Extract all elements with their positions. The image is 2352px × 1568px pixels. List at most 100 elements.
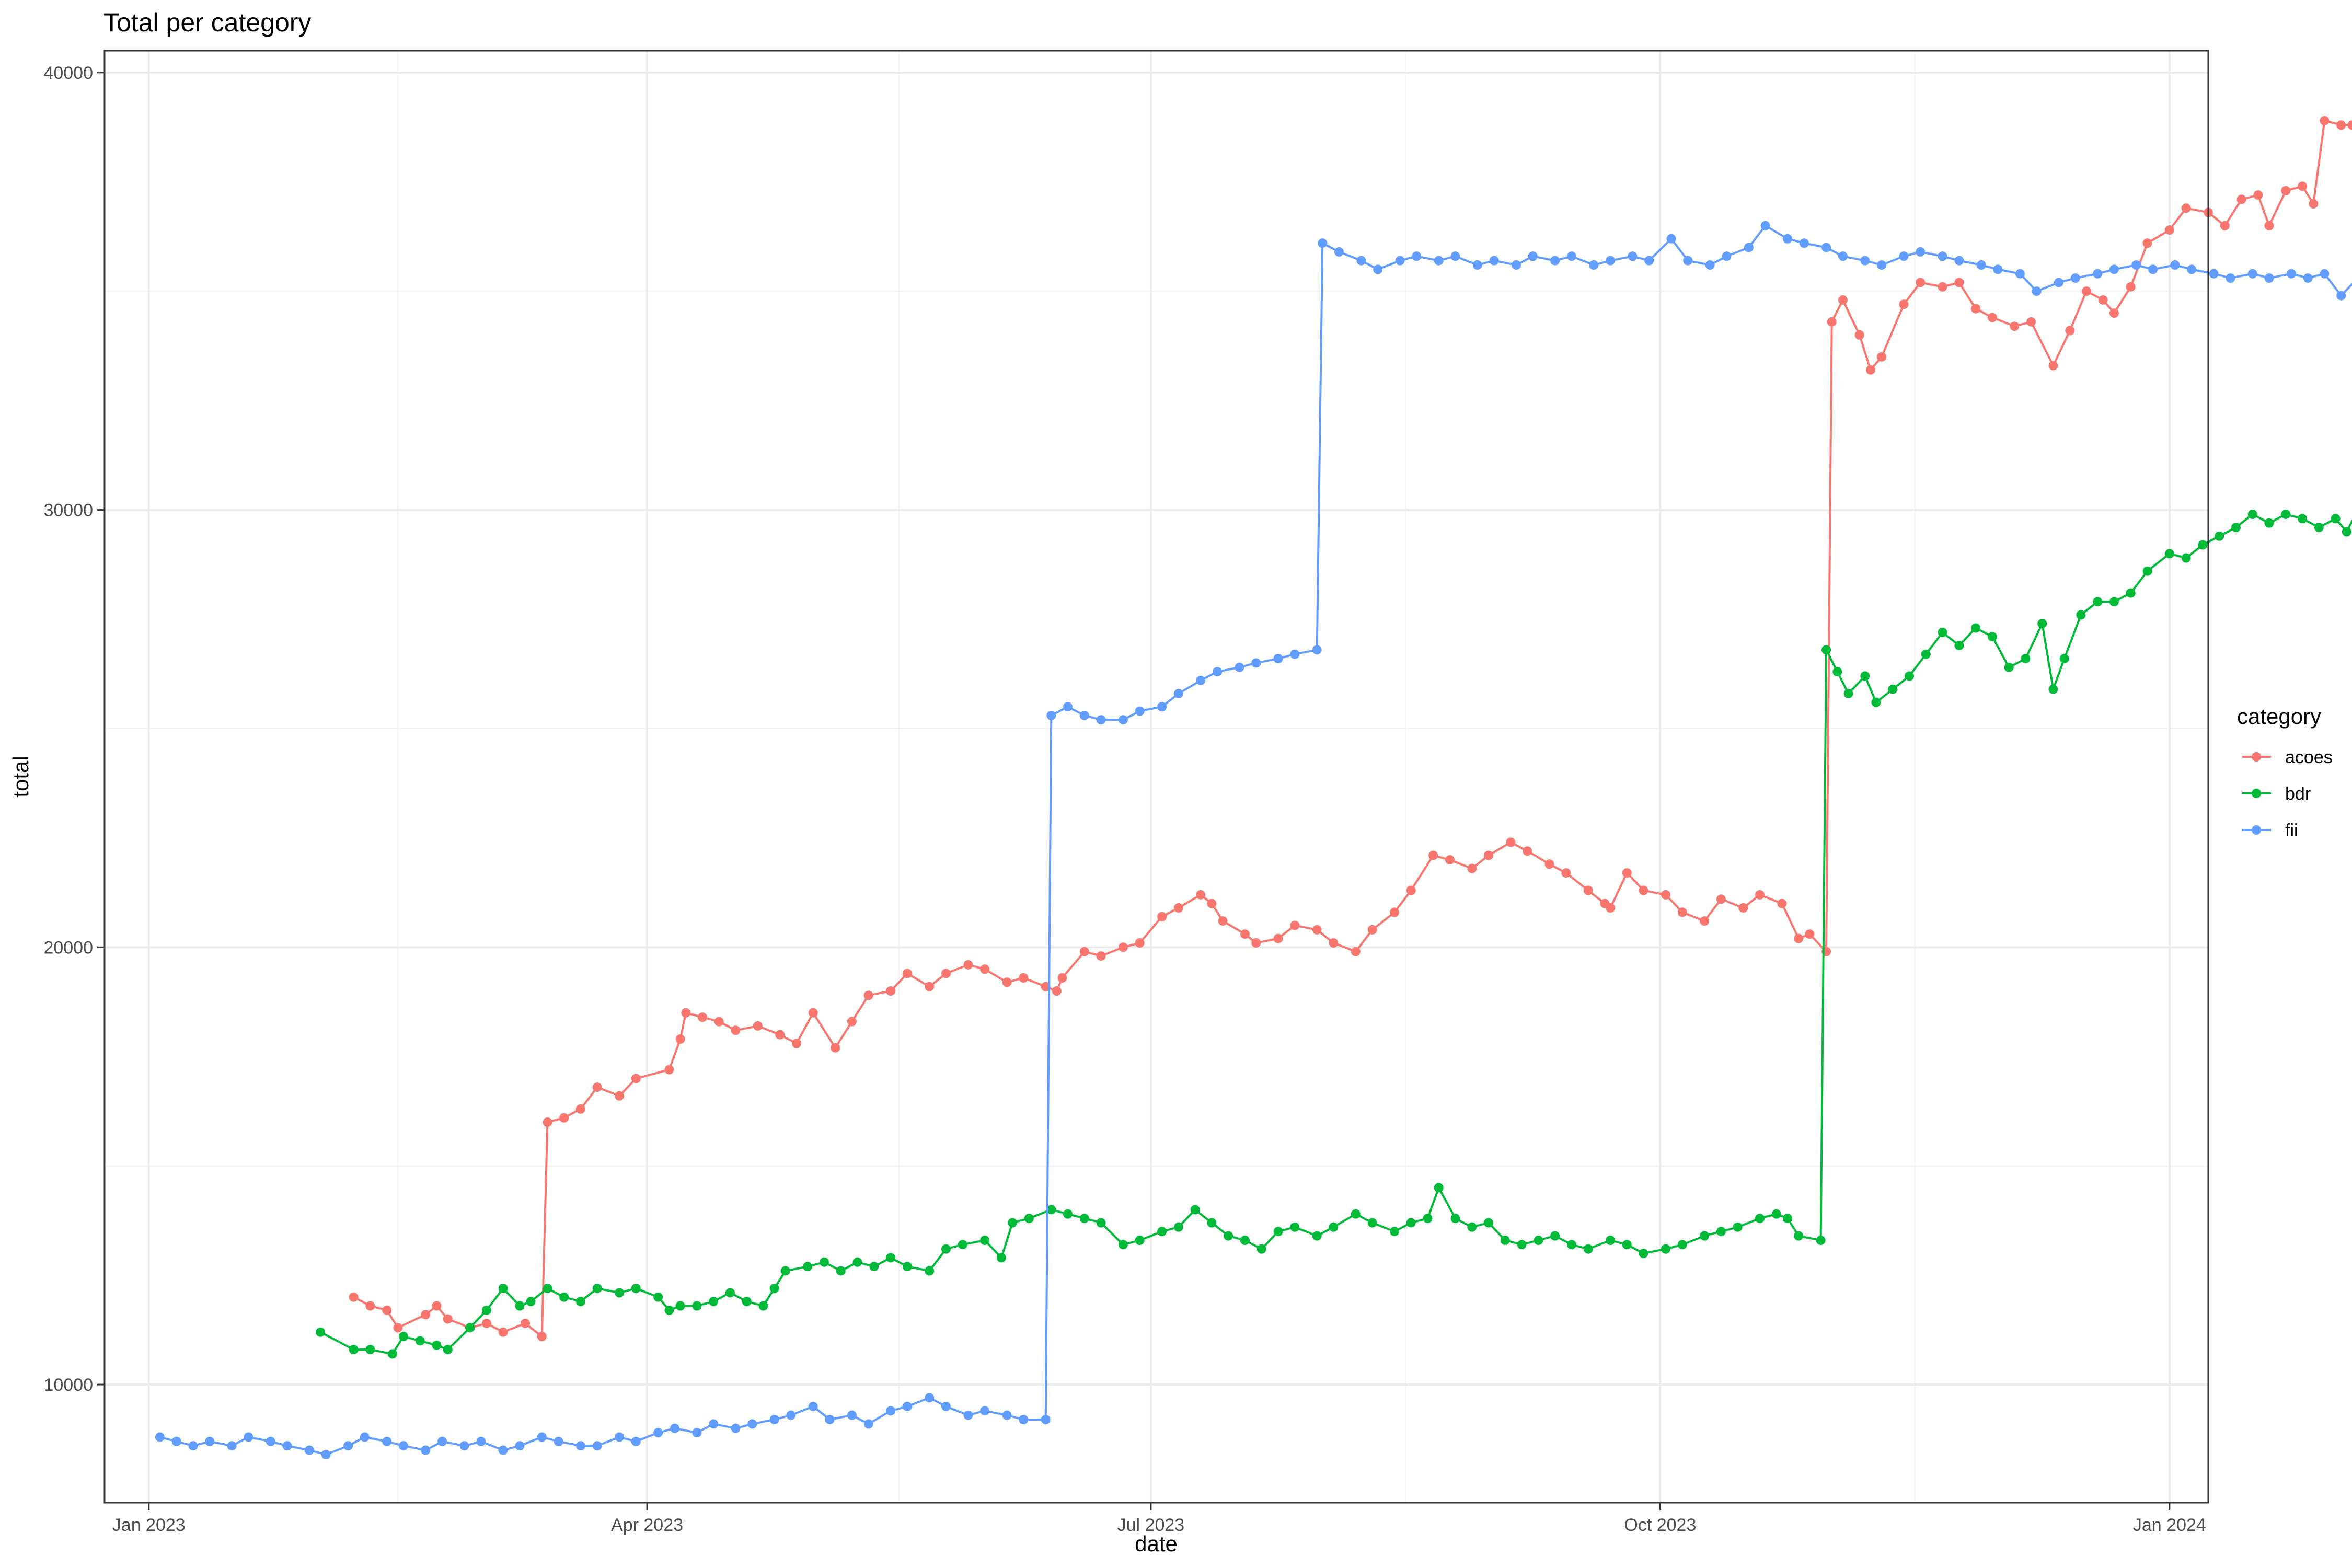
data-point-acoes bbox=[1606, 903, 1616, 913]
data-point-fii bbox=[244, 1432, 253, 1442]
data-point-bdr bbox=[2215, 531, 2224, 541]
data-point-fii bbox=[266, 1436, 275, 1446]
data-point-acoes bbox=[1367, 925, 1377, 935]
data-point-fii bbox=[1799, 238, 1809, 248]
data-point-fii bbox=[1412, 251, 1422, 261]
y-tick-label: 40000 bbox=[43, 63, 93, 83]
data-point-fii bbox=[631, 1436, 641, 1446]
data-point-bdr bbox=[709, 1297, 719, 1307]
data-point-bdr bbox=[1063, 1209, 1073, 1219]
data-point-bdr bbox=[515, 1301, 525, 1311]
data-point-acoes bbox=[792, 1039, 801, 1048]
data-point-fii bbox=[653, 1428, 663, 1438]
legend-label: fii bbox=[2285, 821, 2298, 840]
data-point-bdr bbox=[1367, 1218, 1377, 1228]
data-point-bdr bbox=[1450, 1214, 1460, 1224]
data-point-fii bbox=[1993, 264, 2003, 274]
data-point-fii bbox=[963, 1410, 973, 1420]
data-point-bdr bbox=[820, 1257, 829, 1267]
data-point-fii bbox=[1251, 658, 1261, 668]
data-point-fii bbox=[1173, 689, 1183, 698]
data-point-fii bbox=[2303, 273, 2313, 283]
data-point-fii bbox=[1395, 256, 1405, 266]
data-point-acoes bbox=[2347, 120, 2352, 130]
data-point-fii bbox=[304, 1445, 314, 1455]
data-point-fii bbox=[2247, 269, 2257, 279]
data-point-acoes bbox=[1838, 295, 1848, 305]
data-point-fii bbox=[2032, 286, 2042, 296]
data-point-bdr bbox=[1733, 1222, 1743, 1232]
data-point-acoes bbox=[2098, 295, 2108, 305]
data-point-bdr bbox=[1118, 1240, 1128, 1250]
data-point-acoes bbox=[1865, 365, 1875, 375]
data-point-fii bbox=[2286, 269, 2296, 279]
data-point-fii bbox=[925, 1393, 935, 1403]
data-point-acoes bbox=[1312, 925, 1322, 935]
data-point-acoes bbox=[1406, 885, 1416, 895]
data-point-bdr bbox=[1938, 627, 1947, 637]
data-point-bdr bbox=[852, 1257, 862, 1267]
data-point-acoes bbox=[2220, 221, 2230, 230]
data-point-bdr bbox=[692, 1301, 702, 1311]
data-point-fii bbox=[2336, 291, 2346, 301]
data-point-bdr bbox=[2164, 549, 2174, 559]
data-point-bdr bbox=[836, 1266, 846, 1276]
data-point-acoes bbox=[1544, 859, 1554, 869]
data-point-acoes bbox=[1484, 850, 1493, 860]
data-point-fii bbox=[476, 1436, 486, 1446]
data-point-acoes bbox=[543, 1117, 552, 1127]
data-point-fii bbox=[1838, 251, 1848, 261]
legend-item-bdr: bdr bbox=[2242, 784, 2311, 804]
data-point-acoes bbox=[831, 1043, 840, 1053]
data-point-acoes bbox=[902, 969, 912, 978]
data-point-fii bbox=[1589, 260, 1599, 270]
data-point-acoes bbox=[2281, 186, 2291, 195]
data-point-bdr bbox=[653, 1292, 663, 1302]
data-point-bdr bbox=[349, 1345, 359, 1355]
data-point-bdr bbox=[575, 1297, 585, 1307]
data-point-bdr bbox=[1406, 1218, 1416, 1228]
data-point-fii bbox=[343, 1441, 353, 1451]
data-point-fii bbox=[2320, 269, 2330, 279]
data-point-bdr bbox=[1888, 684, 1898, 694]
data-point-acoes bbox=[1002, 977, 1012, 987]
data-point-acoes bbox=[1057, 973, 1067, 983]
data-point-fii bbox=[554, 1436, 563, 1446]
data-point-bdr bbox=[2109, 597, 2119, 607]
data-point-fii bbox=[863, 1419, 873, 1429]
legend-items: acoes bdr fii bbox=[2242, 747, 2333, 840]
data-point-fii bbox=[1312, 645, 1322, 655]
data-point-bdr bbox=[443, 1345, 453, 1355]
data-point-acoes bbox=[1916, 278, 1926, 287]
data-point-bdr bbox=[1921, 649, 1931, 659]
data-point-acoes bbox=[1445, 855, 1455, 864]
data-point-fii bbox=[321, 1450, 331, 1459]
data-point-acoes bbox=[631, 1074, 641, 1083]
data-point-acoes bbox=[365, 1301, 375, 1311]
data-point-fii bbox=[1063, 702, 1073, 712]
data-point-fii bbox=[1705, 260, 1715, 270]
data-point-bdr bbox=[1843, 689, 1853, 698]
y-axis-title: total bbox=[8, 756, 33, 797]
data-point-acoes bbox=[521, 1318, 530, 1328]
data-point-fii bbox=[1938, 251, 1947, 261]
data-point-acoes bbox=[382, 1305, 392, 1315]
data-point-fii bbox=[1196, 675, 1206, 685]
data-point-acoes bbox=[863, 990, 873, 1000]
data-point-acoes bbox=[1079, 947, 1089, 956]
data-point-fii bbox=[1566, 251, 1576, 261]
data-point-bdr bbox=[1500, 1236, 1510, 1245]
data-point-bdr bbox=[941, 1244, 951, 1254]
data-point-acoes bbox=[808, 1008, 818, 1018]
data-point-bdr bbox=[2059, 654, 2069, 664]
data-point-acoes bbox=[1157, 912, 1167, 921]
data-point-fii bbox=[437, 1436, 447, 1446]
data-point-acoes bbox=[941, 969, 951, 978]
data-point-acoes bbox=[498, 1327, 508, 1337]
data-point-acoes bbox=[1428, 850, 1438, 860]
data-point-fii bbox=[1213, 667, 1222, 677]
data-point-fii bbox=[537, 1432, 547, 1442]
data-point-bdr bbox=[1716, 1227, 1726, 1237]
data-point-fii bbox=[498, 1445, 508, 1455]
data-point-acoes bbox=[1877, 352, 1887, 362]
